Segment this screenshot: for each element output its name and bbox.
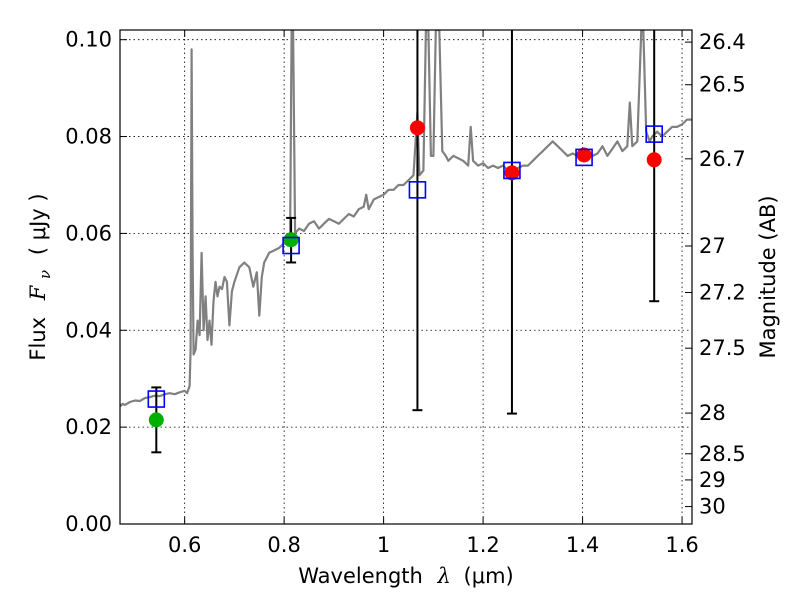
model-photometry <box>147 125 663 408</box>
y-tick-label-1: 0.02 <box>65 415 112 439</box>
y-tick-label-2: 0.04 <box>65 318 112 342</box>
x-tick-label-4: 1.4 <box>566 533 599 557</box>
y-axis-ticks: 0.00 0.02 0.04 0.06 0.08 0.10 <box>65 28 127 536</box>
mag-tick-label-6: 28 <box>699 401 726 425</box>
x-axis-label-prefix: Wavelength <box>298 564 423 588</box>
model-point-1 <box>282 236 300 255</box>
y-axis-label-symbol: F <box>26 284 50 301</box>
y-axis-label: Flux F ν ( μJy ) <box>26 193 55 360</box>
observed-point-3 <box>504 165 520 181</box>
mag-tick-label-5: 27.5 <box>699 336 746 360</box>
observed-photometry <box>148 120 662 428</box>
observed-point-0 <box>148 412 164 428</box>
model-point-0 <box>147 390 166 408</box>
magnitude-axis-ticks: 26.4 26.5 26.7 27 27.2 27.5 28 28.529 30 <box>685 30 746 519</box>
y-tick-label-4: 0.08 <box>65 125 112 149</box>
plot-background <box>120 30 692 524</box>
x-axis-label-unit: (μm) <box>464 564 514 588</box>
y-axis-label-unit: ( μJy ) <box>26 193 50 255</box>
y-tick-label-3: 0.06 <box>65 221 112 245</box>
y-tick-label-0: 0.00 <box>65 512 112 536</box>
grid-lines <box>120 30 692 524</box>
observed-point-4 <box>576 147 592 163</box>
mag-tick-label-3: 27 <box>699 234 726 258</box>
x-axis-label-symbol: λ <box>437 564 451 588</box>
model-point-4 <box>575 148 593 167</box>
observed-point-5 <box>646 152 662 168</box>
x-tick-label-3: 1.2 <box>466 533 499 557</box>
y-axis-label-subscript: ν <box>36 270 54 279</box>
mag-tick-label-0: 26.4 <box>699 30 746 54</box>
x-axis-ticks: 0.6 0.8 1 1.2 1.4 1.6 <box>168 30 699 557</box>
y-axis-label-prefix: Flux <box>26 317 50 361</box>
mag-tick-label-7: 28.5 <box>699 442 746 466</box>
model-point-5 <box>645 125 663 143</box>
x-tick-label-5: 1.6 <box>665 533 698 557</box>
mag-tick-label-4: 27.2 <box>699 280 746 304</box>
observed-point-2 <box>409 120 425 136</box>
observed-point-1 <box>283 232 299 248</box>
x-tick-label-0: 0.6 <box>168 533 201 557</box>
mag-tick-label-2: 26.7 <box>699 147 746 171</box>
x-axis-label: Wavelength λ (μm) <box>298 564 513 588</box>
y-tick-label-5: 0.10 <box>65 28 112 52</box>
plot-frame <box>119 29 693 525</box>
x-tick-label-1: 0.8 <box>267 533 300 557</box>
mag-tick-label-9: 30 <box>699 495 726 519</box>
x-tick-label-2: 1 <box>377 533 390 557</box>
mag-tick-label-8: 29 <box>699 468 726 492</box>
mag-tick-label-1: 26.5 <box>699 73 746 97</box>
magnitude-axis-label: Magnitude (AB) <box>756 195 780 358</box>
model-point-3 <box>503 161 521 180</box>
model-point-2 <box>408 181 427 199</box>
